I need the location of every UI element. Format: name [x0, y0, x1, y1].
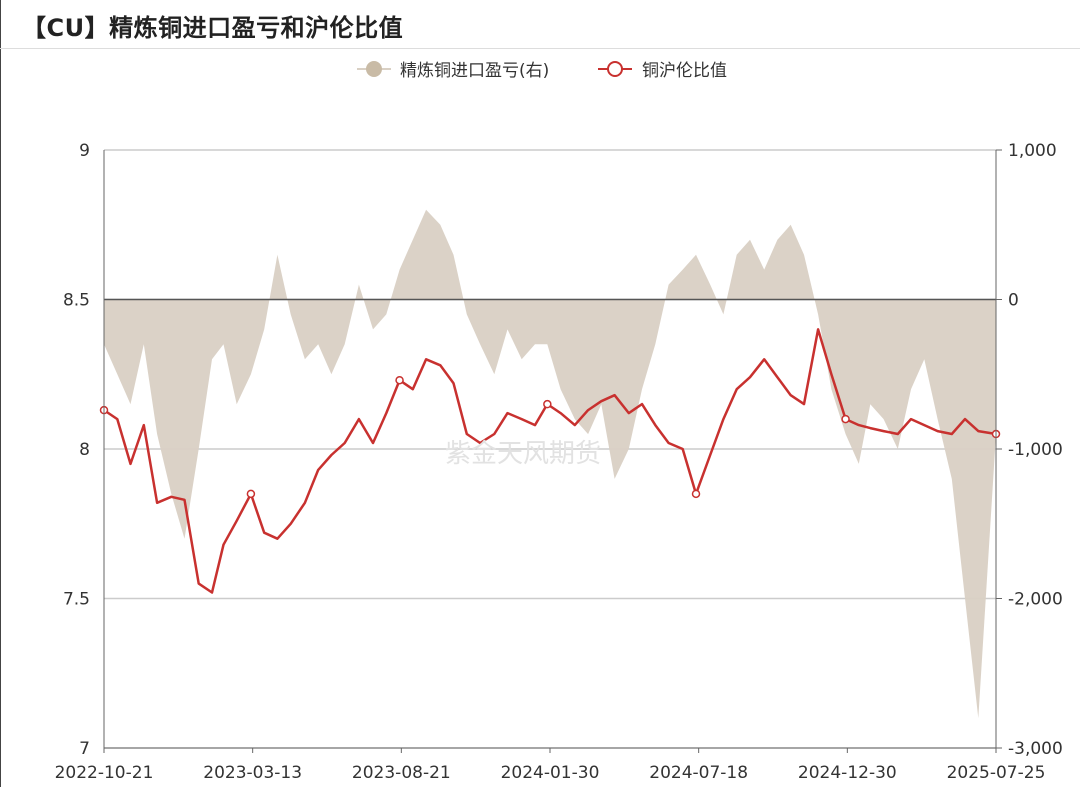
x-tick-label: 2024-12-30: [798, 763, 897, 783]
legend-item-import-profit[interactable]: 精炼铜进口盈亏(右): [357, 61, 549, 81]
legend-label-ratio: 铜沪伦比值: [642, 61, 727, 81]
axis-layer: 7 7.5 8 8.5 9 -3,000 -2,000 -1,000 0 1,000 2022-10…: [55, 141, 1063, 783]
right-tick-label: 0: [1008, 291, 1019, 311]
legend-marker-import-profit: [366, 61, 382, 77]
x-tick-label: 2024-07-18: [649, 763, 748, 783]
x-tick-label: 2023-03-13: [203, 763, 302, 783]
legend-marker-ratio: [607, 61, 623, 77]
title-divider: [0, 48, 1080, 49]
ratio-point: [691, 489, 701, 499]
left-tick-label: 9: [79, 141, 90, 161]
x-tick-label: 2025-07-25: [947, 763, 1046, 783]
left-tick-label: 7: [79, 739, 90, 759]
right-tick-label: 1,000: [1008, 141, 1057, 161]
x-tick-label: 2022-10-21: [55, 763, 154, 783]
watermark-text: 紫金天风期货: [445, 439, 601, 469]
legend-label-import-profit: 精炼铜进口盈亏(右): [400, 61, 549, 81]
import-profit-area: [104, 209, 996, 719]
legend-item-ratio[interactable]: 铜沪伦比值: [598, 61, 727, 81]
legend[interactable]: 精炼铜进口盈亏(右) 铜沪伦比值: [357, 61, 727, 81]
window-left-edge: [0, 0, 1, 787]
x-tick-label: 2023-08-21: [352, 763, 451, 783]
right-tick-label: -3,000: [1008, 739, 1063, 759]
ratio-point: [543, 399, 552, 409]
left-tick-label: 7.5: [63, 590, 90, 610]
left-tick-label: 8.5: [63, 291, 90, 311]
ratio-line-layer: [99, 328, 1001, 594]
ratio-point: [395, 375, 404, 385]
ratio-point: [246, 489, 256, 499]
right-tick-label: -2,000: [1008, 590, 1063, 610]
right-tick-label: -1,000: [1008, 440, 1063, 460]
chart-title: 【CU】精炼铜进口盈亏和沪伦比值: [22, 14, 404, 42]
left-tick-label: 8: [79, 440, 90, 460]
ratio-point: [841, 414, 850, 424]
profit-area-layer: [104, 209, 996, 719]
x-tick-label: 2024-01-30: [501, 763, 600, 783]
